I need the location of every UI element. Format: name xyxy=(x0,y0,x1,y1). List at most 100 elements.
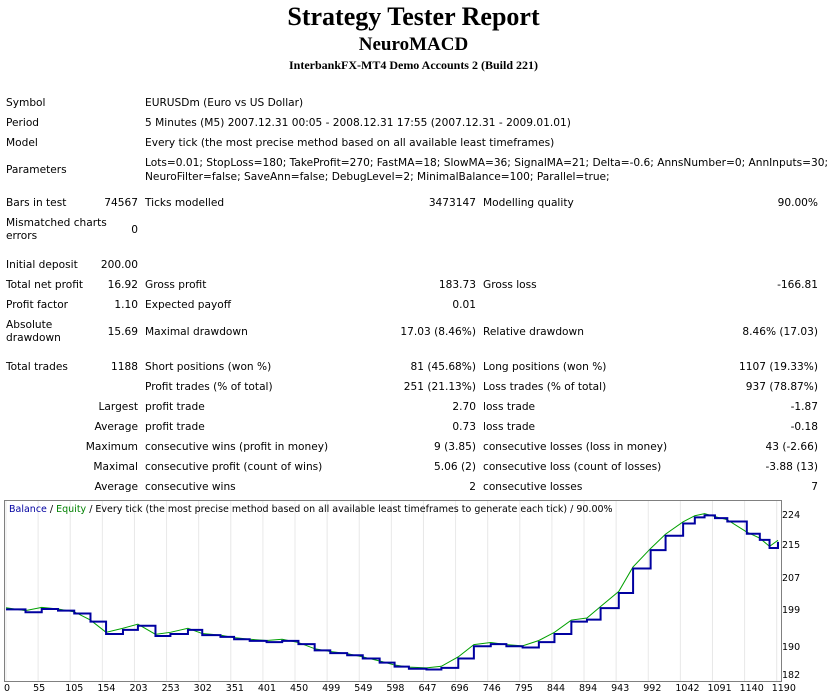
y-tick-label: 215 xyxy=(782,540,801,551)
x-tick-label: 1042 xyxy=(675,683,700,694)
x-tick-label: 1091 xyxy=(707,683,732,694)
gross-loss-value: -166.81 xyxy=(777,279,818,291)
short-positions-label: Short positions (won %) xyxy=(145,361,272,373)
max-consecutive-losses-value: 43 (-2.66) xyxy=(765,441,818,453)
loss-trades-value: 937 (78.87%) xyxy=(745,381,818,393)
short-positions-value: 81 (45.68%) xyxy=(410,361,476,373)
x-tick-label: 992 xyxy=(643,683,662,694)
avg-consecutive-wins-label: consecutive wins xyxy=(145,481,236,493)
model-value: Every tick (the most precise method base… xyxy=(145,137,555,149)
report-title: Strategy Tester Report xyxy=(287,2,540,31)
legend-balance: Balance xyxy=(9,504,47,515)
parameters-line-2: NeuroFilter=false; SaveAnn=false; DebugL… xyxy=(145,171,610,183)
symbol-value: EURUSDm (Euro vs US Dollar) xyxy=(145,97,304,109)
absolute-drawdown-value: 15.69 xyxy=(107,326,138,338)
largest-profit-value: 2.70 xyxy=(452,401,476,413)
expected-payoff-value: 0.01 xyxy=(452,299,476,311)
relative-drawdown-label: Relative drawdown xyxy=(483,326,584,338)
largest-label: Largest xyxy=(98,401,138,413)
x-tick-label: 154 xyxy=(97,683,116,694)
x-tick-label: 598 xyxy=(386,683,405,694)
x-tick-label: 1140 xyxy=(739,683,764,694)
ticks-label: Ticks modelled xyxy=(145,197,225,209)
profit-factor-value: 1.10 xyxy=(114,299,138,311)
bars-value: 74567 xyxy=(104,197,138,209)
mismatch-value: 0 xyxy=(131,224,138,236)
x-tick-label: 746 xyxy=(482,683,501,694)
y-tick-label: 190 xyxy=(782,642,801,654)
maximal-consecutive-loss-label: consecutive loss (count of losses) xyxy=(483,461,662,473)
average-loss-value: -0.18 xyxy=(790,421,818,433)
chart-legend: Balance / Equity / Every tick (the most … xyxy=(9,504,613,515)
x-tick-label: 203 xyxy=(129,683,148,694)
average-profit-value: 0.73 xyxy=(452,421,476,433)
x-tick-label: 351 xyxy=(225,683,244,694)
gross-loss-label: Gross loss xyxy=(483,279,537,291)
gross-profit-label: Gross profit xyxy=(145,279,207,291)
total-trades-label: Total trades xyxy=(6,361,68,373)
largest-profit-label: profit trade xyxy=(145,401,205,413)
max-consecutive-wins-label: consecutive wins (profit in money) xyxy=(145,441,329,453)
maximal-consecutive-profit-label: consecutive profit (count of wins) xyxy=(145,461,323,473)
net-profit-label: Total net profit xyxy=(6,279,84,291)
x-tick-label: 943 xyxy=(611,683,630,694)
x-tick-label: 0 xyxy=(4,683,11,694)
x-tick-label: 253 xyxy=(161,683,180,694)
profit-trades-label: Profit trades (% of total) xyxy=(145,381,273,393)
x-tick-label: 302 xyxy=(193,683,212,694)
quality-value: 90.00% xyxy=(777,197,818,209)
maximal-drawdown-label: Maximal drawdown xyxy=(145,326,248,338)
x-tick-label: 696 xyxy=(450,683,469,694)
legend-separator: / xyxy=(46,504,57,515)
legend-description: / Every tick (the most precise method ba… xyxy=(86,504,613,515)
absolute-drawdown-label-2: drawdown xyxy=(6,332,61,344)
mismatch-label-1: Mismatched charts xyxy=(6,217,107,229)
legend-equity: Equity xyxy=(56,504,87,515)
x-tick-label: 549 xyxy=(354,683,373,694)
maximal-label: Maximal xyxy=(93,461,138,473)
profit-factor-label: Profit factor xyxy=(6,299,69,311)
bars-label: Bars in test xyxy=(6,197,67,209)
y-tick-label: 224 xyxy=(782,510,801,521)
long-positions-label: Long positions (won %) xyxy=(483,361,607,373)
maximal-consecutive-profit-value: 5.06 (2) xyxy=(434,461,476,473)
loss-trades-label: Loss trades (% of total) xyxy=(483,381,607,393)
x-tick-label: 499 xyxy=(322,683,341,694)
avg-consecutive-wins-value: 2 xyxy=(469,481,476,493)
expected-payoff-label: Expected payoff xyxy=(145,299,232,311)
parameters-line-1: Lots=0.01; StopLoss=180; TakeProfit=270;… xyxy=(145,157,827,169)
largest-loss-value: -1.87 xyxy=(790,401,818,413)
largest-loss-label: loss trade xyxy=(483,401,536,413)
expert-name: NeuroMACD xyxy=(358,34,469,55)
profit-trades-value: 251 (21.13%) xyxy=(403,381,476,393)
x-tick-label: 1190 xyxy=(771,683,796,694)
average-loss-label: loss trade xyxy=(483,421,536,433)
period-label: Period xyxy=(6,117,40,129)
average-label: Average xyxy=(94,421,138,433)
model-label: Model xyxy=(6,137,38,149)
server-build: InterbankFX-MT4 Demo Accounts 2 (Build 2… xyxy=(288,58,538,72)
max-consecutive-losses-label: consecutive losses (loss in money) xyxy=(483,441,668,453)
x-tick-label: 844 xyxy=(546,683,566,694)
y-tick-label: 207 xyxy=(782,572,801,584)
avg-consecutive-losses-label: consecutive losses xyxy=(483,481,583,493)
x-tick-label: 795 xyxy=(514,683,533,694)
ticks-value: 3473147 xyxy=(428,197,476,209)
relative-drawdown-value: 8.46% (17.03) xyxy=(742,326,818,338)
y-tick-label: 199 xyxy=(782,605,801,617)
x-tick-label: 450 xyxy=(290,683,309,694)
avg-consecutive-losses-value: 7 xyxy=(811,481,818,493)
deposit-label: Initial deposit xyxy=(6,259,78,271)
symbol-label: Symbol xyxy=(6,97,46,109)
quality-label: Modelling quality xyxy=(483,197,574,209)
x-tick-label: 105 xyxy=(65,683,84,694)
maximal-consecutive-loss-value: -3.88 (13) xyxy=(765,461,818,473)
average-profit-label: profit trade xyxy=(145,421,205,433)
net-profit-value: 16.92 xyxy=(107,279,138,291)
series-balance-line xyxy=(6,514,779,671)
average-consecutive-label: Average xyxy=(94,481,138,493)
gross-profit-value: 183.73 xyxy=(438,279,476,291)
balance-chart: Balance / Equity / Every tick (the most … xyxy=(4,500,782,682)
x-tick-label: 55 xyxy=(33,683,46,694)
maximal-drawdown-value: 17.03 (8.46%) xyxy=(400,326,476,338)
